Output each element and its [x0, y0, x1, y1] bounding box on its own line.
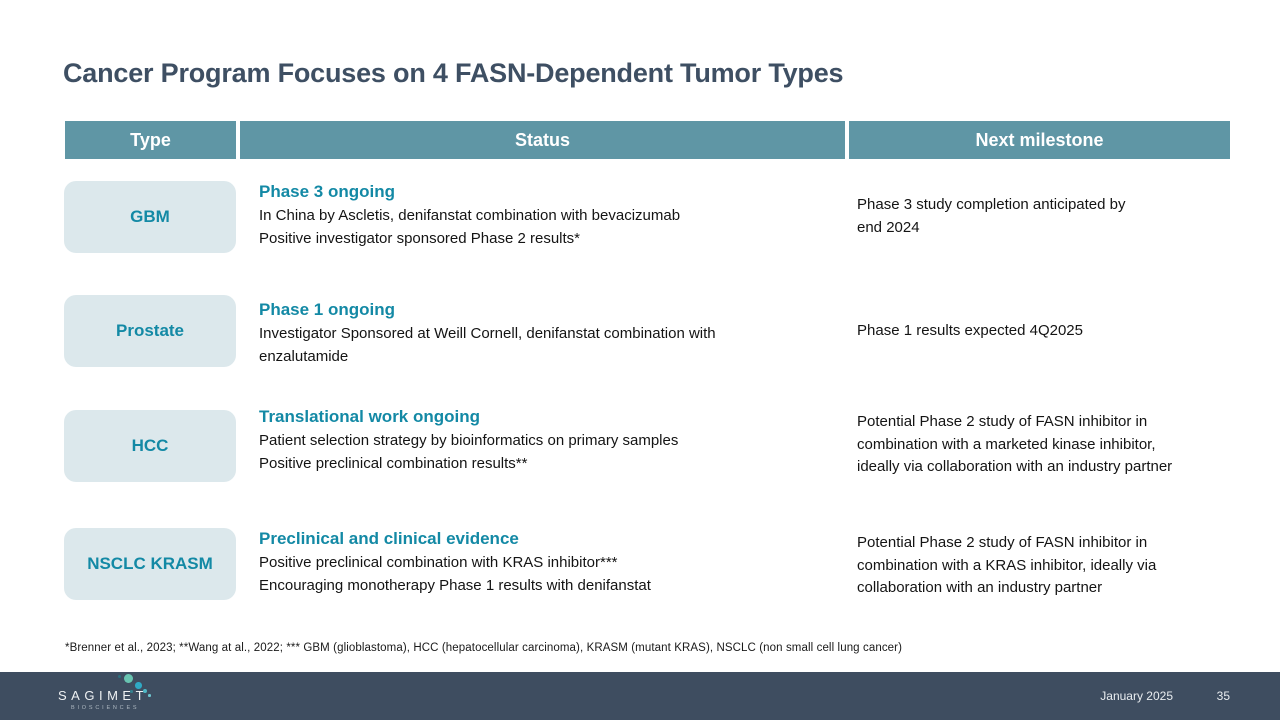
- status-cell: Phase 1 ongoing Investigator Sponsored a…: [259, 300, 859, 368]
- status-heading: Preclinical and clinical evidence: [259, 529, 519, 548]
- slide-title: Cancer Program Focuses on 4 FASN-Depende…: [63, 58, 844, 88]
- tumor-type-card: NSCLC KRASM: [64, 528, 236, 600]
- tumor-type-card: Prostate: [64, 295, 236, 367]
- logo-subtitle: BIOSCIENCES: [71, 705, 140, 711]
- table-row-hcc: HCC Translational work ongoing Patient s…: [64, 407, 1236, 487]
- milestone-cell: Phase 3 study completion anticipated by e…: [857, 196, 1126, 236]
- status-heading: Translational work ongoing: [259, 407, 481, 426]
- logo-dots-icon: [0, 672, 1280, 720]
- tumor-type-card: HCC: [64, 410, 236, 482]
- status-cell: Preclinical and clinical evidence Positi…: [259, 529, 859, 597]
- status-cell: Phase 3 ongoing In China by Ascletis, de…: [259, 182, 859, 250]
- milestone-cell: Potential Phase 2 study of FASN inhibito…: [857, 534, 1157, 596]
- status-detail: In China by Ascletis, denifanstat combin…: [259, 207, 681, 247]
- logo-wordmark: SAGIMET: [58, 688, 149, 703]
- table-row-gbm: GBM Phase 3 ongoing In China by Ascletis…: [64, 180, 1236, 258]
- sagimet-logo: SAGIMET BIOSCIENCES: [58, 688, 148, 711]
- table-row-nsclc-krasm: NSCLC KRASM Preclinical and clinical evi…: [64, 527, 1236, 605]
- status-detail: Investigator Sponsored at Weill Cornell,…: [259, 325, 716, 365]
- footer-date: January 2025: [1100, 689, 1173, 703]
- status-detail: Positive preclinical combination with KR…: [259, 554, 651, 594]
- column-header-milestone: Next milestone: [849, 121, 1230, 159]
- status-heading: Phase 3 ongoing: [259, 182, 396, 201]
- milestone-cell: Potential Phase 2 study of FASN inhibito…: [857, 413, 1173, 475]
- status-heading: Phase 1 ongoing: [259, 300, 396, 319]
- status-cell: Translational work ongoing Patient selec…: [259, 407, 859, 475]
- milestone-cell: Phase 1 results expected 4Q2025: [857, 322, 1083, 339]
- footer-bar: SAGIMET BIOSCIENCES January 2025 35: [0, 672, 1280, 720]
- footer-page-number: 35: [1216, 689, 1230, 703]
- table-header-row: Type Status Next milestone: [65, 121, 1230, 159]
- footnote: *Brenner et al., 2023; **Wang at al., 20…: [65, 642, 903, 654]
- status-detail: Patient selection strategy by bioinforma…: [259, 432, 679, 472]
- tumor-type-card: GBM: [64, 181, 236, 253]
- column-header-status: Status: [240, 121, 845, 159]
- column-header-type: Type: [65, 121, 236, 159]
- table-row-prostate: Prostate Phase 1 ongoing Investigator Sp…: [64, 294, 1236, 372]
